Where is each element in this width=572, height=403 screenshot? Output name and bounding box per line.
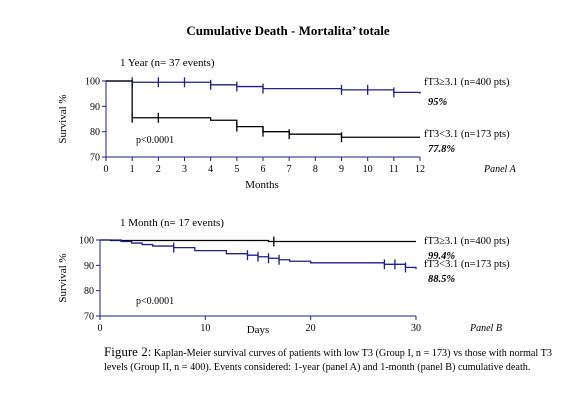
panel-b-x-tick-label: 10 (200, 323, 210, 334)
panel-b-series-1-name: fT3≥3.1 (n=400 pts) (424, 236, 510, 247)
panel-a-x-tick-label: 0 (104, 164, 109, 175)
panel-a-x-tick-label: 7 (287, 164, 292, 175)
panel-a-series-2-name: fT3<3.1 (n=173 pts) (424, 129, 510, 140)
panel-a-p-value: p<0.0001 (136, 135, 174, 146)
panel-a-y-tick-label: 70 (90, 153, 100, 164)
panel-b-x-axis-label: Days (247, 324, 270, 336)
panel-b-chart: 1 Month (n= 17 events) 70 80 90 100 0 10 20 30 Su… (57, 217, 510, 336)
panel-a-x-axis-label: Months (245, 179, 279, 191)
panel-b-y-tick-label: 70 (84, 312, 94, 323)
panel-a-x-tick-label: 12 (415, 164, 425, 175)
panel-a-x-tick-label: 2 (156, 164, 161, 175)
panel-b-x-tick-label: 20 (306, 323, 316, 334)
panel-a-x-tick-label: 1 (130, 164, 135, 175)
panel-b-x-tick-label: 0 (98, 323, 103, 334)
panel-b-panel-label: Panel B (469, 323, 502, 334)
panel-a-x-tick-label: 9 (339, 164, 344, 175)
panel-a-x-tick-label: 8 (313, 164, 318, 175)
panel-a-series-1-final-value: 95% (428, 97, 448, 108)
panel-b-y-axis-label: Survival % (57, 253, 69, 302)
panel-b-y-tick-label: 100 (79, 236, 94, 247)
panel-a-x-tick-label: 6 (261, 164, 266, 175)
panel-a-y-tick-label: 90 (90, 102, 100, 113)
panel-b-x-tick-label: 30 (411, 323, 421, 334)
panel-b-subtitle: 1 Month (n= 17 events) (120, 217, 224, 229)
panel-b-y-tick-label: 90 (84, 261, 94, 272)
panel-b-y-tick-label: 80 (84, 286, 94, 297)
figure-caption: Figure 2: Kaplan-Meier survival curves o… (104, 345, 554, 375)
panel-a-y-tick-label: 80 (90, 127, 100, 138)
panel-b-series-2-final-value: 88.5% (428, 274, 455, 285)
panel-b-p-value: p<0.0001 (136, 296, 174, 307)
panel-b-series-1-final-value: 99.4% (428, 251, 455, 262)
panel-b-series-2-name: fT3<3.1 (n=173 pts) (424, 259, 510, 270)
figure-title: Cumulative Death - Mortalita’ totale (186, 23, 390, 38)
panel-a-subtitle: 1 Year (n= 37 events) (120, 57, 215, 69)
panel-a-series-2-final-value: 77.8% (428, 144, 455, 155)
panel-a-panel-label: Panel A (483, 164, 517, 175)
panel-a-x-tick-label: 5 (234, 164, 239, 175)
panel-a-x-tick-label: 4 (208, 164, 213, 175)
caption-lead: Figure 2: (104, 344, 152, 359)
panel-a-y-axis-label: Survival % (57, 94, 69, 143)
panel-a-y-tick-label: 100 (85, 77, 100, 88)
panel-a-series-1-name: fT3≥3.1 (n=400 pts) (424, 77, 510, 88)
panel-a-series-2-line (106, 80, 420, 138)
caption-body: Kaplan-Meier survival curves of patients… (104, 348, 552, 373)
panel-b-series-1-line (100, 239, 416, 243)
panel-a-x-tick-label: 11 (389, 164, 399, 175)
panel-a-x-tick-label: 10 (363, 164, 373, 175)
panel-a-x-tick-label: 3 (182, 164, 187, 175)
